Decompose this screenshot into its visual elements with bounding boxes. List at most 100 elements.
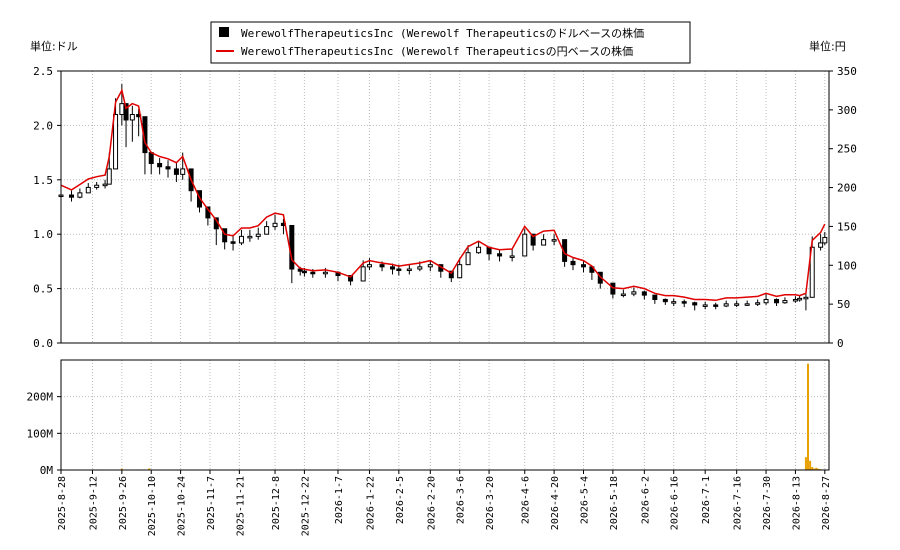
jpy-price-line — [60, 88, 826, 302]
price-panel-frame — [60, 70, 830, 344]
x-tick-label: 2026-1-7 — [334, 476, 345, 524]
candle-body — [809, 246, 815, 298]
candle-body — [723, 303, 729, 307]
candle-body — [641, 291, 647, 296]
candle-body — [652, 294, 658, 300]
y-right-tick-label: 300 — [837, 104, 857, 117]
x-tick-label: 2025-12-22 — [300, 476, 311, 536]
candle-body — [247, 235, 253, 239]
x-tick-label: 2026-2-5 — [395, 476, 406, 524]
y-right-tick-label: 150 — [837, 220, 857, 233]
candle-body — [310, 271, 316, 275]
candle-body — [822, 236, 828, 244]
candle-body — [123, 103, 129, 121]
candle-body — [77, 192, 83, 198]
candle-body — [744, 303, 750, 306]
legend-box: WerewolfTherapeuticsInc (Werewolf Therap… — [210, 21, 691, 64]
candle-body — [406, 268, 412, 272]
y-right-tick-label: 100 — [837, 259, 857, 272]
x-tick-label: 2025-11-7 — [206, 476, 217, 530]
y-left-tick-label: 1.5 — [33, 174, 53, 187]
candle-body — [264, 226, 270, 235]
right-unit-label: 単位:円 — [809, 39, 846, 53]
candle-body — [541, 239, 547, 246]
volume-tick-label: 200M — [27, 391, 54, 404]
volume-tick-label: 0M — [40, 464, 54, 477]
candle-body — [390, 266, 396, 270]
candle-body — [301, 270, 307, 274]
x-tick-label: 2025-10-24 — [177, 476, 188, 536]
candle-body — [797, 297, 803, 301]
candle-body — [180, 168, 186, 175]
candle-body — [238, 235, 244, 244]
candle-body — [379, 264, 385, 268]
volume-bar — [813, 468, 816, 470]
candle-body — [289, 224, 295, 270]
volume-bar — [120, 468, 123, 470]
candle-body — [272, 222, 278, 228]
jpy-line — [60, 88, 826, 302]
tick-labels: 2025-8-28 2025-9-12 2025-9-26 2025-10-10 202… — [27, 65, 857, 536]
candle-body — [671, 301, 677, 304]
candle-body — [360, 266, 366, 282]
candle-body — [692, 302, 698, 306]
y-left-tick-label: 2.5 — [33, 65, 53, 78]
price-candles — [58, 84, 828, 311]
x-tick-label: 2026-3-20 — [485, 476, 496, 530]
x-tick-label: 2026-4-6 — [521, 476, 532, 524]
x-tick-label: 2026-7-30 — [762, 476, 773, 530]
candle-body — [427, 264, 433, 268]
candle-body — [165, 166, 171, 170]
volume-bars — [97, 363, 824, 471]
candle-body — [322, 271, 328, 275]
x-tick-label: 2026-6-16 — [670, 476, 681, 530]
candle-body — [551, 239, 557, 242]
legend-label-jpy: WerewolfTherapeuticsInc (Werewolf Therap… — [241, 44, 633, 58]
candle-body — [173, 168, 179, 175]
y-right-tick-label: 250 — [837, 143, 857, 156]
candle-body — [102, 183, 108, 187]
candle-body — [702, 304, 708, 307]
candle-body — [522, 233, 528, 257]
y-right-tick-label: 0 — [837, 337, 844, 350]
y-left-tick-label: 1.0 — [33, 228, 53, 241]
x-tick-label: 2025-11-21 — [235, 476, 246, 536]
candle-body — [763, 298, 769, 304]
candle-body — [570, 260, 576, 266]
x-tick-label: 2026-3-6 — [456, 476, 467, 524]
volume-bar — [804, 457, 807, 470]
x-tick-label: 2025-9-12 — [88, 476, 99, 530]
candle-body — [448, 270, 454, 279]
x-tick-label: 2026-2-20 — [426, 476, 437, 530]
candle-body — [348, 275, 354, 282]
volume-bar — [817, 468, 820, 470]
candle-body — [681, 301, 687, 304]
left-unit-label: 単位:ドル — [30, 39, 78, 53]
candle-body — [497, 253, 503, 257]
legend-swatch-usd — [219, 27, 229, 37]
candle-body — [68, 194, 74, 198]
y-left-tick-label: 0.0 — [33, 337, 53, 350]
volume-panel-frame — [60, 359, 830, 471]
candle-body — [396, 268, 402, 272]
y-right-tick-label: 50 — [837, 298, 850, 311]
volume-bar — [807, 363, 810, 470]
candle-body — [157, 162, 163, 168]
candle-body — [818, 242, 824, 248]
candle-body — [530, 233, 536, 246]
x-tick-label: 2026-8-27 — [821, 476, 832, 530]
volume-tick-label: 100M — [27, 427, 54, 440]
candle-body — [662, 298, 668, 303]
candle-body — [417, 266, 423, 270]
candle-body — [782, 300, 788, 304]
y-right-tick-label: 350 — [837, 65, 857, 78]
y-left-tick-label: 0.5 — [33, 283, 53, 296]
candle-body — [230, 241, 236, 244]
candle-body — [465, 252, 471, 266]
x-tick-label: 2025-10-10 — [147, 476, 158, 536]
candle-body — [713, 304, 719, 307]
volume-bar — [148, 468, 151, 470]
x-tick-label: 2026-5-18 — [609, 476, 620, 530]
candle-body — [476, 246, 482, 254]
